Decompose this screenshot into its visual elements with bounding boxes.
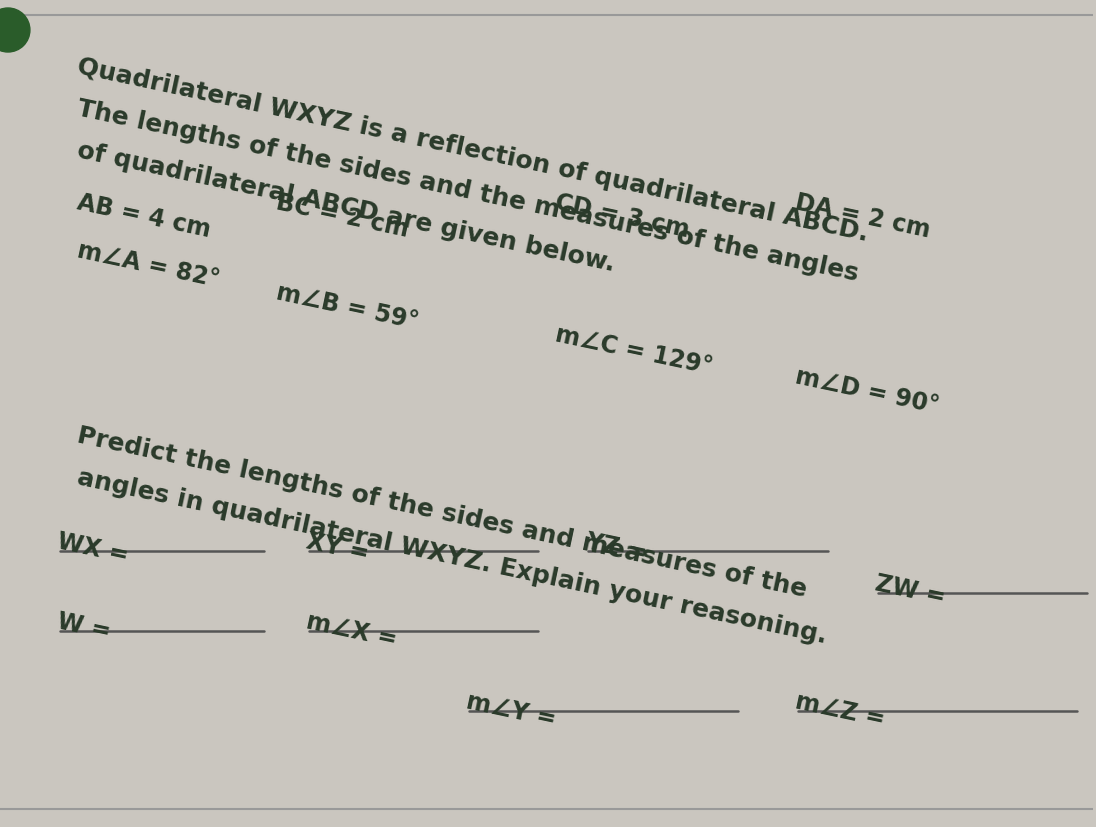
Text: m∠X =: m∠X =	[305, 609, 399, 652]
Text: XY =: XY =	[305, 529, 372, 566]
Text: m∠Z =: m∠Z =	[792, 689, 887, 731]
Text: BC = 2 cm: BC = 2 cm	[274, 190, 411, 241]
Text: CD = 3 cm: CD = 3 cm	[553, 190, 692, 241]
Text: m∠Y =: m∠Y =	[464, 689, 558, 731]
Text: m∠B = 59°: m∠B = 59°	[274, 280, 421, 333]
Text: m∠D = 90°: m∠D = 90°	[792, 364, 941, 418]
Text: AB = 4 cm: AB = 4 cm	[75, 190, 213, 241]
Text: W =: W =	[55, 609, 113, 643]
Text: m∠A = 82°: m∠A = 82°	[75, 238, 221, 292]
Text: YZ =: YZ =	[583, 529, 649, 566]
Text: ZW =: ZW =	[872, 571, 947, 609]
Text: m∠C = 129°: m∠C = 129°	[553, 322, 716, 379]
Text: Quadrilateral WXYZ is a reflection of quadrilateral ABCD.: Quadrilateral WXYZ is a reflection of qu…	[75, 55, 870, 246]
Text: The lengths of the sides and the measures of the angles: The lengths of the sides and the measure…	[75, 97, 860, 286]
Text: Predict the lengths of the sides and measures of the: Predict the lengths of the sides and mea…	[75, 424, 809, 602]
Text: DA = 2 cm: DA = 2 cm	[792, 190, 933, 242]
Circle shape	[0, 8, 30, 52]
Text: WX =: WX =	[55, 529, 130, 567]
Text: angles in quadrilateral WXYZ. Explain your reasoning.: angles in quadrilateral WXYZ. Explain yo…	[75, 466, 829, 648]
Text: of quadrilateral ABCD are given below.: of quadrilateral ABCD are given below.	[75, 139, 617, 277]
